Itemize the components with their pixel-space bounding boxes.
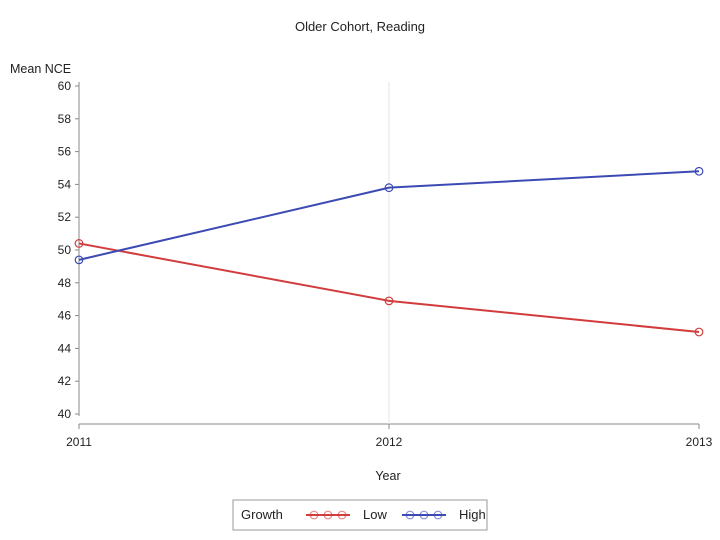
legend-item-low: Low [306,507,387,522]
x-tick-label: 2011 [66,435,92,449]
y-tick-label: 50 [58,243,72,257]
y-tick-label: 48 [58,276,72,290]
legend-marker [433,510,443,520]
legend-marker [405,510,415,520]
y-tick-label: 60 [58,79,72,93]
series-line-high [78,170,700,261]
legend-marker [323,510,333,520]
x-tick-label: 2013 [686,435,713,449]
legend-item-high: High [402,507,486,522]
x-axis-label: Year [375,469,400,483]
legend-marker [309,510,319,520]
series-high [74,166,704,265]
y-tick-label: 46 [58,309,72,323]
x-tick-label: 2012 [376,435,403,449]
x-ticks: 2011 2012 2013 [66,424,713,449]
y-tick-label: 58 [58,112,72,126]
data-point [694,327,704,337]
y-ticks: 60 58 56 54 52 50 48 46 44 42 40 [58,79,79,421]
legend-title: Growth [241,507,283,522]
data-point [384,183,394,193]
y-tick-label: 56 [58,145,72,159]
series-line-low [78,242,700,333]
legend-label: Low [363,507,387,522]
series-low [74,239,704,337]
data-point [74,255,84,265]
y-axis-label: Mean NCE [10,62,71,76]
y-tick-label: 52 [58,210,72,224]
data-point [384,296,394,306]
legend: Growth Low High [232,499,488,531]
legend-marker [337,510,347,520]
y-tick-label: 40 [58,407,72,421]
legend-marker [419,510,429,520]
axes [78,82,699,425]
y-tick-label: 44 [58,341,72,355]
chart-title: Older Cohort, Reading [295,19,425,34]
series-group [74,166,704,337]
y-tick-label: 54 [58,177,72,191]
legend-label: High [459,507,486,522]
y-tick-label: 42 [58,374,72,388]
data-point [694,166,704,176]
data-point [74,239,84,248]
